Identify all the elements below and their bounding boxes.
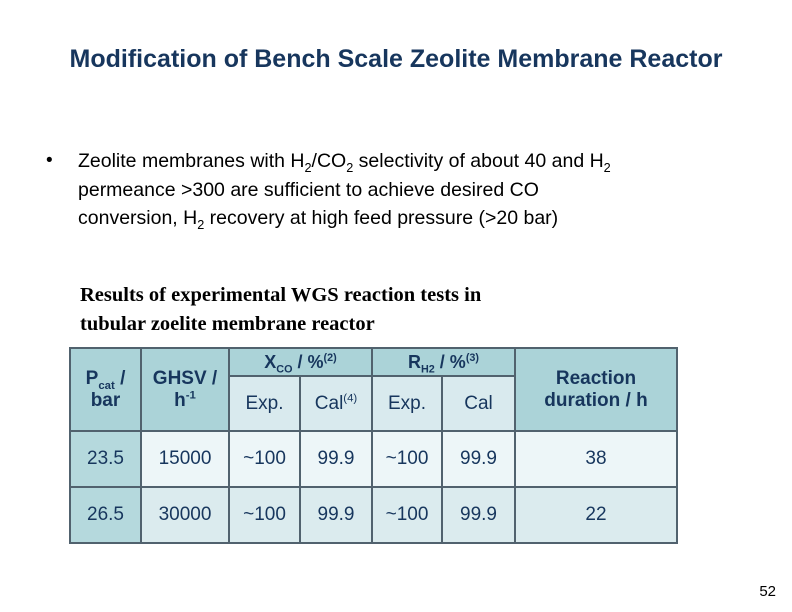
col-subheader-xco-exp: Exp. [228,375,301,432]
cell-duration: 38 [514,430,678,488]
table-row: 23.5 15000 ~100 99.9 ~100 99.9 38 [69,430,678,488]
cell-ghsv: 30000 [140,486,230,544]
cell-rh2-exp: ~100 [371,430,443,488]
table-header-row-1: Pcat / bar GHSV / h-1 XCO / %(2) RH2 / %(3… [69,347,678,432]
table-row: 26.5 30000 ~100 99.9 ~100 99.9 22 [69,486,678,544]
col-subheader-rh2-exp: Exp. [371,375,443,432]
cell-ghsv: 15000 [140,430,230,488]
table-caption-line2: tubular zoelite membrane reactor [80,312,375,335]
cell-pcat: 26.5 [69,486,142,544]
page-number: 52 [759,583,776,600]
slide-title: Modification of Bench Scale Zeolite Memb… [69,45,723,73]
table-header-row-2: Exp. Cal(4) Exp. Cal [70,375,677,432]
cell-rh2-cal: 99.9 [441,486,516,544]
col-subheader-rh2-cal: Cal [441,375,516,432]
results-table: Pcat / bar GHSV / h-1 XCO / %(2) RH2 / %(3… [69,347,678,544]
cell-xco-cal: 99.9 [299,430,373,488]
col-header-xco: XCO / %(2) [228,347,373,377]
col-subheader-xco-cal: Cal(4) [299,375,373,432]
cell-xco-exp: ~100 [228,430,301,488]
cell-xco-exp: ~100 [228,486,301,544]
table-caption-line1: Results of experimental WGS reaction tes… [80,284,482,306]
bullet-marker: • [46,150,53,171]
cell-rh2-exp: ~100 [371,486,443,544]
col-header-ghsv: GHSV / h-1 [140,347,230,432]
col-header-pcat: Pcat / bar [69,347,142,432]
cell-xco-cal: 99.9 [299,486,373,544]
table-caption: Results of experimental WGS reaction tes… [80,281,481,338]
cell-pcat: 23.5 [69,430,142,488]
bullet-text: Zeolite membranes with H2/CO2 selectivit… [78,150,611,232]
cell-duration: 22 [514,486,678,544]
cell-rh2-cal: 99.9 [441,430,516,488]
col-header-rh2: RH2 / %(3) [371,347,516,377]
bullet-item: • Zeolite membranes with H2/CO2 selectiv… [46,147,752,233]
col-header-reaction-duration: Reaction duration / h [514,347,678,432]
